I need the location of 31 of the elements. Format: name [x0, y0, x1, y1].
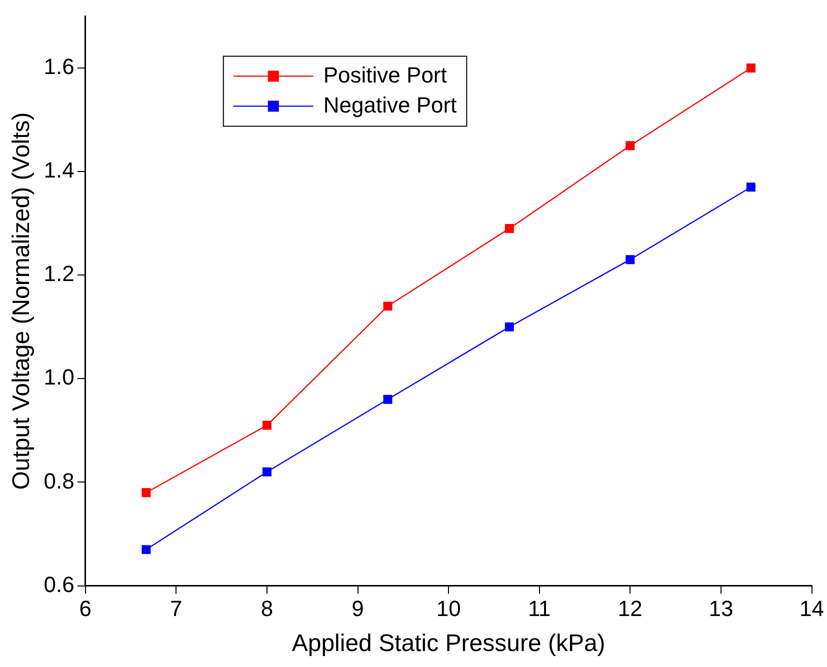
legend-label: Positive Port: [323, 62, 447, 88]
y-axis-title: Output Voltage (Normalized) (Volts): [8, 112, 36, 490]
x-tick-label: 10: [436, 596, 461, 622]
y-tick-label: 1.2: [44, 261, 74, 286]
x-tick-label: 14: [800, 596, 824, 622]
x-tick-label: 8: [260, 596, 274, 622]
y-tick-label: 1.4: [44, 158, 74, 183]
point: [383, 302, 392, 311]
point: [142, 545, 151, 554]
point: [142, 488, 151, 498]
point: [262, 467, 272, 476]
point: [383, 394, 392, 404]
point: [504, 224, 514, 233]
x-tick-label: 12: [618, 596, 642, 622]
point: [262, 420, 272, 430]
point: [746, 63, 756, 72]
x-tick-label: 7: [170, 596, 182, 622]
y-tick-label: 0.6: [44, 572, 74, 597]
x-tick-label: 11: [528, 596, 551, 622]
legend-label: Negative Port: [323, 92, 457, 118]
point: [746, 182, 756, 192]
point: [626, 141, 635, 150]
x-axis-title: Applied Static Pressure (kPa): [292, 630, 606, 658]
y-tick-label: 1.0: [44, 364, 74, 390]
x-tick-label: 6: [79, 596, 92, 622]
x-tick-label: 9: [352, 596, 364, 622]
point: [504, 322, 514, 332]
x-tick-label: 13: [708, 596, 734, 622]
y-tick-label: 0.8: [44, 468, 74, 494]
point: [626, 255, 635, 264]
y-tick-label: 1.6: [44, 54, 74, 80]
